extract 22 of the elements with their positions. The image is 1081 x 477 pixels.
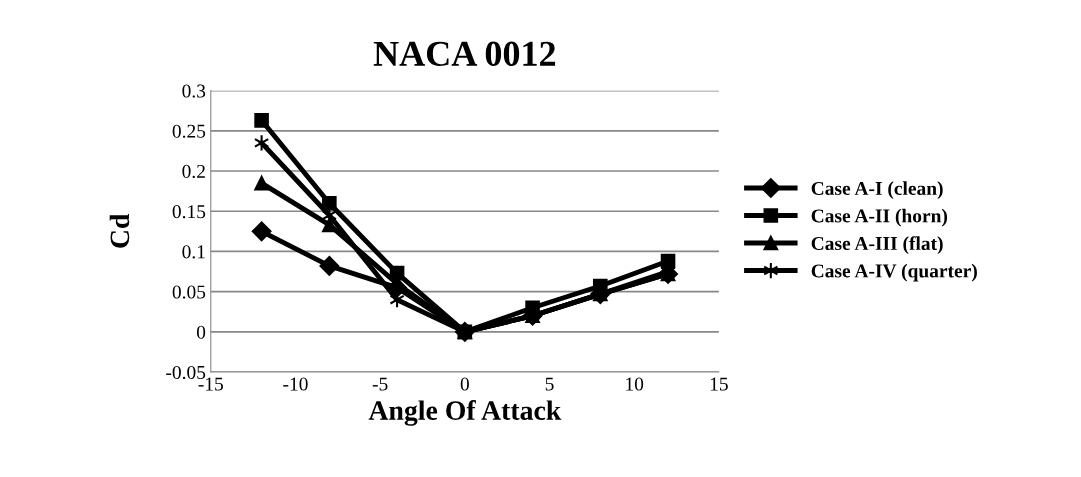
legend-label: Case A-III (flat) (811, 236, 943, 254)
x-axis-title: Angle Of Attack (368, 400, 562, 426)
y-tick-label: 0.1 (182, 245, 205, 259)
x-tick-label: -10 (283, 377, 308, 391)
x-tick-label: 10 (626, 377, 644, 391)
legend-label: Case A-II (horn) (811, 208, 948, 227)
legend-label: Case A-I (clean) (811, 181, 943, 199)
x-tick-label: 15 (710, 377, 728, 391)
x-tick-label: -15 (198, 377, 223, 391)
y-axis-title: Cd (109, 213, 130, 248)
x-tick-label: -5 (372, 377, 388, 391)
y-tick-label: 0.2 (182, 164, 205, 179)
chart-title: NACA 0012 (373, 41, 556, 66)
x-tick-label: 0 (460, 377, 469, 391)
y-tick-label: 0 (196, 325, 206, 339)
y-tick-label: 0.05 (172, 285, 206, 299)
y-tick-label: 0.25 (172, 124, 206, 138)
legend-label: Case A-IV (quarter) (811, 263, 977, 282)
y-tick-label: 0.15 (172, 205, 206, 219)
y-tick-label: 0.3 (182, 84, 206, 98)
x-tick-label: 5 (545, 377, 554, 391)
y-tick-label: -0.05 (166, 365, 206, 380)
